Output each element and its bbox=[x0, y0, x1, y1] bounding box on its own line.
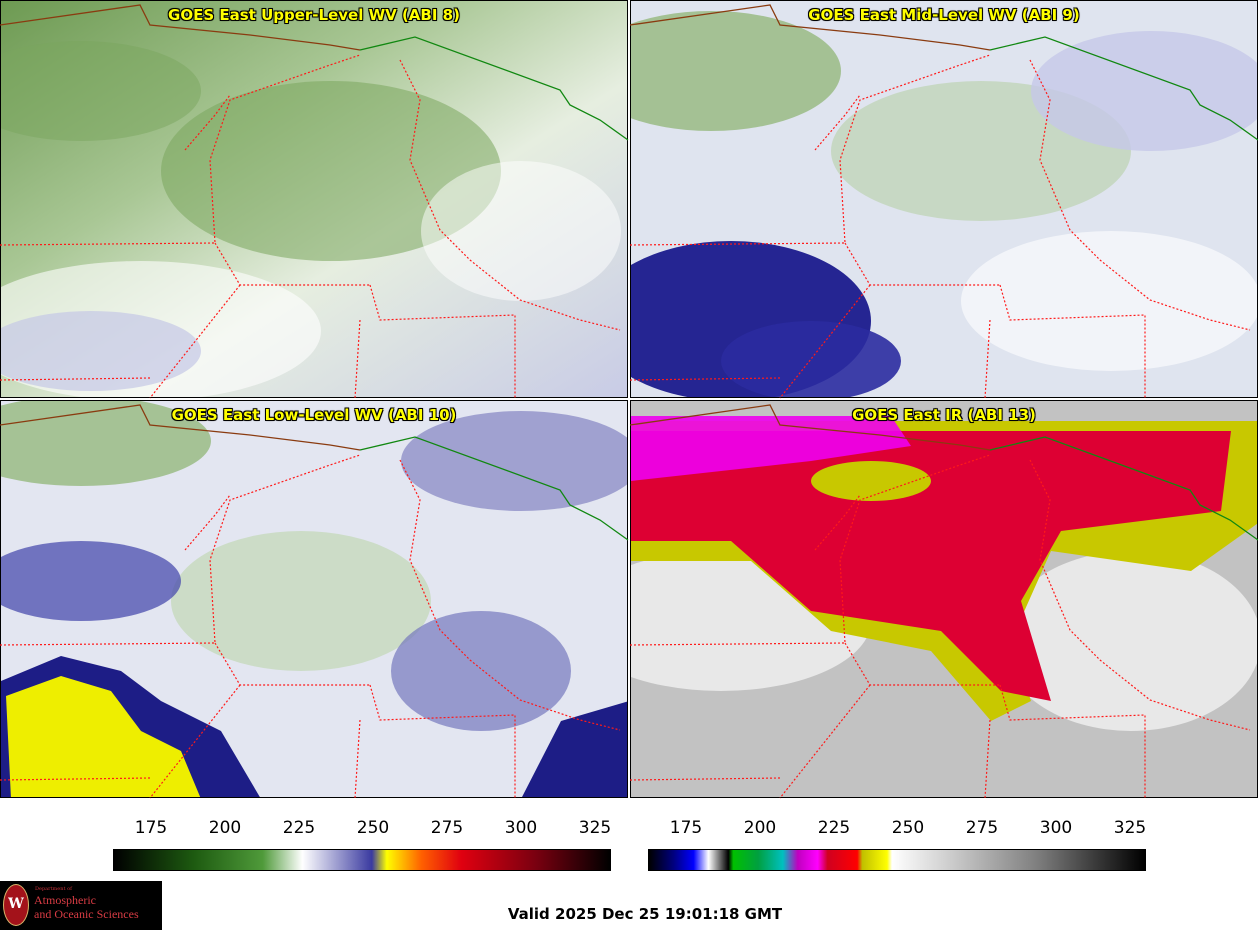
panel-title: GOES East IR (ABI 13) bbox=[852, 406, 1036, 424]
tick-label: 225 bbox=[282, 818, 316, 838]
tick-label: 250 bbox=[356, 818, 390, 838]
tick-label: 175 bbox=[134, 818, 168, 838]
upper-level-wv-imagery bbox=[1, 1, 627, 397]
tick-label: 200 bbox=[743, 818, 777, 838]
state-borders-copies bbox=[0, 54, 1251, 799]
ir-imagery bbox=[631, 401, 1257, 797]
panel-title: GOES East Mid-Level WV (ABI 9) bbox=[808, 6, 1080, 24]
tick-label: 325 bbox=[1113, 818, 1147, 838]
logo-line1: Atmospheric bbox=[34, 893, 96, 907]
tick-label: 275 bbox=[965, 818, 999, 838]
panel-mid-level-wv: GOES East Mid-Level WV (ABI 9) bbox=[630, 0, 1258, 398]
map-overlay bbox=[0, 4, 1258, 799]
panel-ir: GOES East IR (ABI 13) bbox=[630, 400, 1258, 798]
uw-seal-icon: W bbox=[3, 884, 29, 926]
state-borders bbox=[0, 54, 621, 399]
panel-upper-level-wv: GOES East Upper-Level WV (ABI 8) bbox=[0, 0, 628, 398]
aos-logo: W Department of Atmospheric and Oceanic … bbox=[0, 881, 162, 930]
tick-label: 225 bbox=[817, 818, 851, 838]
tick-label: 300 bbox=[504, 818, 538, 838]
tick-label: 300 bbox=[1039, 818, 1073, 838]
panel-title: GOES East Upper-Level WV (ABI 8) bbox=[168, 6, 460, 24]
mid-level-wv-imagery bbox=[631, 1, 1257, 397]
country-border bbox=[359, 36, 1258, 541]
tick-label: 325 bbox=[578, 818, 612, 838]
coastline bbox=[0, 4, 991, 451]
low-level-wv-imagery bbox=[1, 401, 627, 797]
panel-title: GOES East Low-Level WV (ABI 10) bbox=[171, 406, 457, 424]
tick-label: 275 bbox=[430, 818, 464, 838]
panel-low-level-wv: GOES East Low-Level WV (ABI 10) bbox=[0, 400, 628, 798]
water-vapor-colorbar-ticks: 175 200 225 250 275 300 325 bbox=[113, 818, 611, 848]
tick-label: 175 bbox=[669, 818, 703, 838]
logo-dept: Department of bbox=[35, 886, 72, 892]
ir-colorbar bbox=[648, 849, 1146, 871]
tick-label: 200 bbox=[208, 818, 242, 838]
tick-label: 250 bbox=[891, 818, 925, 838]
valid-time: Valid 2025 Dec 25 19:01:18 GMT bbox=[507, 905, 783, 923]
water-vapor-colorbar bbox=[113, 849, 611, 871]
logo-line2: and Oceanic Sciences bbox=[34, 907, 139, 921]
ir-colorbar-ticks: 175 200 225 250 275 300 325 bbox=[648, 818, 1146, 848]
